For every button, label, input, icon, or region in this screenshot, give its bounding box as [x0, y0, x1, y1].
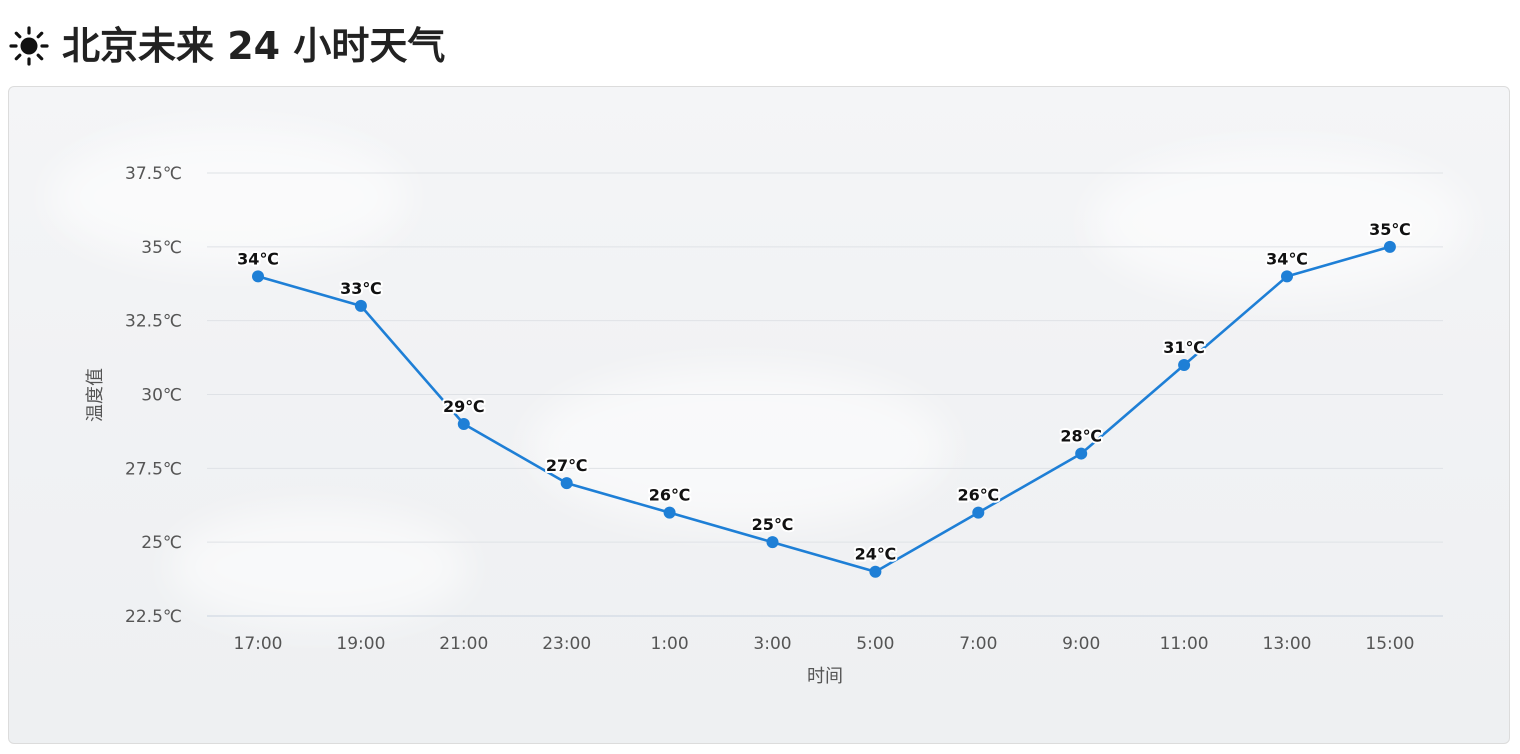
x-tick-label: 7:00 [959, 634, 997, 654]
data-point [869, 565, 882, 578]
data-label: 24℃ [855, 545, 897, 564]
x-tick-label: 1:00 [651, 634, 689, 654]
y-tick-label: 30℃ [141, 386, 182, 406]
data-point [252, 270, 264, 283]
x-tick-label: 21:00 [439, 634, 488, 654]
page-header: 北京未来 24 小时天气 [8, 18, 445, 74]
background-cloud [1089, 147, 1469, 297]
y-tick-label: 22.5℃ [125, 607, 182, 627]
data-label: 26℃ [957, 486, 999, 505]
data-labels: 34℃ 33℃ 29℃ 27℃ 26℃ 25℃ 24℃ 26℃ 28℃ 31℃ 34℃ 35℃ [235, 218, 1413, 566]
x-tick-label: 17:00 [234, 634, 283, 654]
chart-container: 22.5℃ 25℃ 27.5℃ 30℃ 32.5℃ 35℃ 37.5℃ 17:00 19:00… [8, 86, 1510, 744]
data-label: 25℃ [752, 515, 794, 534]
data-label: 26℃ [649, 486, 691, 505]
y-tick-label: 35℃ [141, 238, 182, 258]
temperature-line-chart: 22.5℃ 25℃ 27.5℃ 30℃ 32.5℃ 35℃ 37.5℃ 17:00 19:00… [85, 164, 1443, 687]
y-tick-label: 32.5℃ [125, 312, 182, 332]
temperature-line [256, 245, 1392, 574]
data-point [354, 299, 367, 312]
data-label: 35℃ [1369, 220, 1411, 239]
x-tick-label: 5:00 [856, 634, 894, 654]
data-label: 27℃ [546, 456, 588, 475]
x-tick-label: 9:00 [1062, 634, 1100, 654]
grid-lines [207, 172, 1443, 617]
data-point [1383, 240, 1396, 253]
x-axis-title: 时间 [807, 666, 843, 687]
background-cloud [529, 367, 949, 527]
page-title: 北京未来 24 小时天气 [62, 24, 446, 68]
data-label: 33℃ [340, 279, 382, 298]
data-label: 29℃ [443, 397, 485, 416]
x-axis: 17:00 19:00 21:00 23:00 1:00 3:00 5:00 7:00 9:00… [234, 634, 1415, 654]
x-tick-label: 19:00 [336, 634, 385, 654]
data-label: 31℃ [1163, 338, 1205, 357]
x-tick-label: 11:00 [1160, 634, 1209, 654]
y-tick-label: 37.5℃ [125, 164, 182, 184]
y-axis: 22.5℃ 25℃ 27.5℃ 30℃ 32.5℃ 35℃ 37.5℃ [125, 164, 182, 627]
data-point [1075, 447, 1088, 460]
data-point [972, 506, 985, 519]
background-cloud [169, 507, 469, 627]
y-axis-title: 温度值 [85, 368, 106, 422]
x-tick-label: 3:00 [753, 634, 791, 654]
data-point [1281, 270, 1293, 283]
sun-icon [9, 26, 49, 66]
y-tick-label: 25℃ [141, 533, 182, 553]
x-tick-label: 13:00 [1263, 634, 1312, 654]
data-point [457, 418, 470, 431]
x-tick-label: 15:00 [1365, 634, 1414, 654]
data-point [1178, 358, 1191, 371]
data-point [560, 477, 573, 490]
background-cloud [49, 127, 409, 267]
x-tick-label: 23:00 [542, 634, 591, 654]
y-tick-label: 27.5℃ [125, 459, 182, 479]
data-label: 34℃ [237, 249, 279, 268]
data-label: 28℃ [1060, 427, 1102, 446]
data-point [663, 506, 676, 519]
temperature-series [252, 240, 1396, 578]
data-point [766, 536, 779, 549]
data-label: 34℃ [1266, 249, 1308, 268]
